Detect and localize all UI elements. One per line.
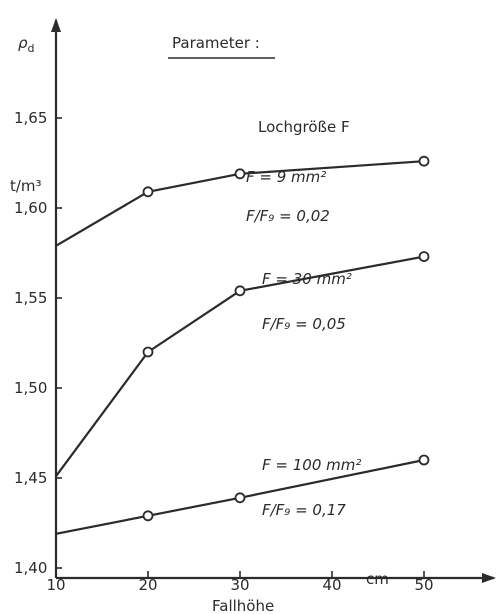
series-3-line [55, 458, 425, 535]
series-1-point-1 [142, 186, 154, 198]
series-3-point-1 [142, 510, 154, 522]
series-2-point-1 [142, 346, 154, 358]
y-tick-label-2: 1,50 [14, 379, 47, 397]
x-tick-label-0: 10 [46, 576, 65, 594]
series-3-point-3 [418, 454, 430, 466]
series-2-ratio: F/F₉ = 0,05 [262, 315, 346, 333]
y-tick-label-0: 1,40 [14, 559, 47, 577]
y-tick-label-3: 1,55 [14, 289, 47, 307]
x-tick-label-1: 20 [138, 576, 157, 594]
y-tick-label-1: 1,45 [14, 469, 47, 487]
y-tick-label-4: 1,60 [14, 199, 47, 217]
series-2-point-3 [418, 251, 430, 263]
x-tick-label-2: 30 [230, 576, 249, 594]
chart-title: Parameter : [172, 34, 260, 52]
legend-heading: Lochgröße F [258, 118, 350, 136]
series-1-point-3 [418, 155, 430, 167]
x-tick-label-4: 50 [414, 576, 433, 594]
series-3-point-2 [234, 492, 246, 504]
series-2-point-2 [234, 285, 246, 297]
series-3-name: F = 100 mm² [262, 456, 361, 474]
y-axis-unit: t/m³ [10, 177, 42, 195]
series-2-line [55, 255, 425, 477]
x-tick-label-3: 40 [322, 576, 341, 594]
series-1-line [55, 160, 425, 247]
series-group [55, 155, 430, 535]
series-1-ratio: F/F₉ = 0,02 [246, 207, 330, 225]
tick-group: 1,40 1,45 1,50 1,55 1,60 1,65 10 20 30 40 50 [14, 109, 434, 594]
y-tick-label-5: 1,65 [14, 109, 47, 127]
x-axis-unit: cm [366, 570, 389, 588]
x-axis-title: Fallhöhe [212, 597, 274, 614]
series-3-ratio: F/F₉ = 0,17 [262, 501, 346, 519]
series-1-point-2 [234, 168, 246, 180]
y-axis-symbol: ρd [18, 34, 35, 55]
